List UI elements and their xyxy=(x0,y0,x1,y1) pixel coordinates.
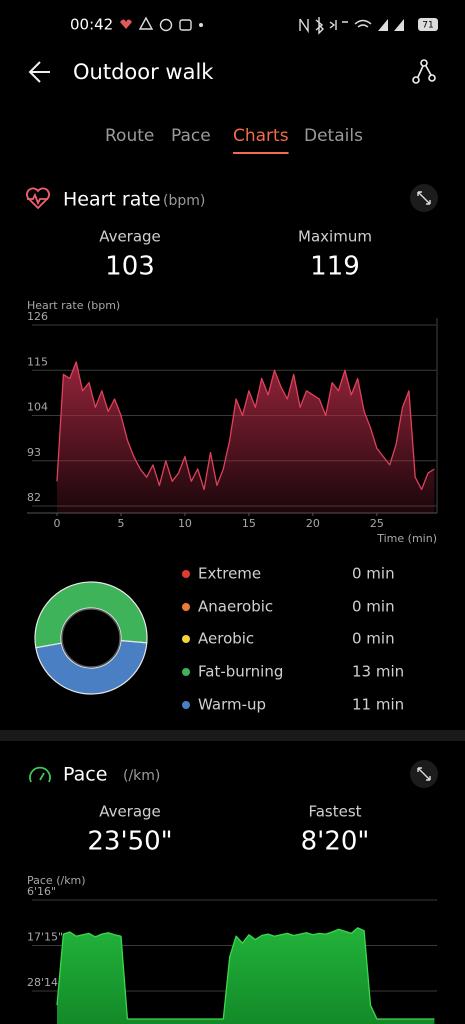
y-tick-label: 82 xyxy=(27,491,41,504)
zone-name: Fat-burning xyxy=(198,663,283,681)
tab[interactable]: Charts xyxy=(233,126,289,146)
y-tick-label: 28'14" xyxy=(27,976,63,989)
tab[interactable]: Details xyxy=(304,126,363,146)
x-tick-label: 10 xyxy=(178,517,192,530)
stat-value: 8'20" xyxy=(301,827,370,857)
y-axis-label: Pace (/km) xyxy=(27,874,86,887)
section-divider xyxy=(0,730,465,741)
zone-duration: 0 min xyxy=(352,598,395,616)
stat-value: 119 xyxy=(310,252,360,282)
section-unit: (bpm) xyxy=(163,193,205,209)
x-axis-label: Time (min) xyxy=(376,532,437,545)
share-route-button[interactable] xyxy=(412,59,436,84)
zone-duration: 13 min xyxy=(352,663,404,681)
zone-duration: 0 min xyxy=(352,630,395,648)
page-title: Outdoor walk xyxy=(73,60,214,84)
heart-rate-chart: Average 103 Maximum 119 82 93 104 115 126 0 5 10 15 2… xyxy=(27,228,437,530)
expand-button[interactable] xyxy=(410,760,438,788)
battery-level: 71 xyxy=(422,21,433,31)
stat-value: 23'50" xyxy=(87,827,172,857)
zone-list: Extreme 0 min Anaerobic 0 min Aerobic 0 min Fa… xyxy=(34,565,404,714)
zone-duration: 11 min xyxy=(352,696,404,714)
status-time: 00:42 xyxy=(70,16,113,34)
zone-dot xyxy=(182,635,190,643)
line xyxy=(56,927,435,1020)
status-icons-left xyxy=(120,16,203,32)
y-tick-label: 6'16" xyxy=(27,885,56,898)
heart-icon xyxy=(26,187,50,210)
section-title: Heart rate xyxy=(63,189,161,211)
pace-chart: Average 23'50" Fastest 8'20" 6'16" 17'15" 28'1… xyxy=(27,803,437,1024)
back-button[interactable] xyxy=(28,61,50,83)
zone-duration: 0 min xyxy=(352,565,395,583)
donut-hole xyxy=(61,608,121,668)
y-tick-label: 115 xyxy=(27,355,48,368)
stat-label: Maximum xyxy=(298,228,372,246)
x-tick-label: 0 xyxy=(54,517,61,530)
tab-bar: Route Pace Charts Details xyxy=(105,126,363,154)
zone-dot xyxy=(182,570,190,578)
section-unit: (/km) xyxy=(123,768,160,784)
y-tick-label: 17'15" xyxy=(27,931,63,944)
y-tick-label: 104 xyxy=(27,401,48,414)
zone-name: Aerobic xyxy=(198,630,254,648)
zone-name: Warm-up xyxy=(198,696,266,714)
tab-indicator xyxy=(233,152,289,154)
stat-label: Average xyxy=(99,228,161,246)
section-title: Pace xyxy=(63,764,107,786)
x-tick-label: 15 xyxy=(242,517,256,530)
line xyxy=(56,361,435,491)
area-fill xyxy=(57,927,435,1024)
x-tick-label: 5 xyxy=(117,517,124,530)
tab[interactable]: Route xyxy=(105,126,154,146)
y-tick-label: 126 xyxy=(27,310,48,323)
y-axis-label: Heart rate (bpm) xyxy=(27,299,120,312)
donut-segment xyxy=(34,581,148,649)
donut-segment xyxy=(35,639,148,695)
zone-dot xyxy=(182,668,190,676)
zone-name: Anaerobic xyxy=(198,598,273,616)
zone-name: Extreme xyxy=(198,565,261,583)
zone-dot xyxy=(182,701,190,709)
x-tick-label: 20 xyxy=(306,517,320,530)
zone-dot xyxy=(182,603,190,611)
stat-value: 103 xyxy=(105,252,155,282)
area-fill xyxy=(57,362,435,513)
x-tick-label: 25 xyxy=(370,517,384,530)
stat-label: Average xyxy=(99,803,161,821)
y-tick-label: 93 xyxy=(27,446,41,459)
pace-icon xyxy=(29,766,51,783)
status-icons-right xyxy=(299,17,438,35)
stat-label: Fastest xyxy=(308,803,361,821)
expand-button[interactable] xyxy=(410,184,438,212)
tab[interactable]: Pace xyxy=(171,126,211,146)
